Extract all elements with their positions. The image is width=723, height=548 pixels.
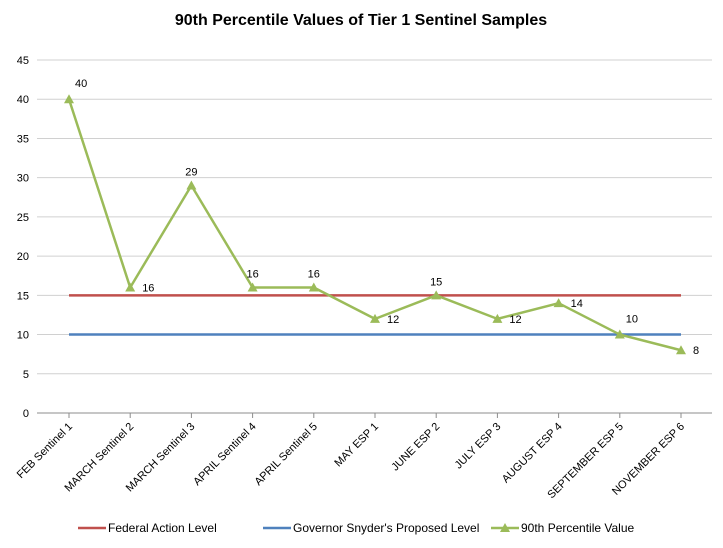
- data-label: 12: [387, 314, 399, 326]
- data-point-marker: [553, 298, 564, 308]
- legend-item: Governor Snyder's Proposed Level: [263, 521, 479, 535]
- data-point-marker: [492, 313, 503, 323]
- x-tick-label: FEB Sentinel 1: [15, 421, 75, 481]
- y-tick-label: 0: [23, 408, 29, 420]
- data-point-marker: [186, 180, 197, 190]
- y-axis: 0 5 10 15 20 25 30 35 40 45: [17, 55, 29, 420]
- y-tick-label: 40: [17, 94, 29, 106]
- x-tick-label: AUGUST ESP 4: [500, 421, 565, 486]
- chart-title: 90th Percentile Values of Tier 1 Sentine…: [175, 12, 547, 29]
- y-tick-label: 20: [17, 251, 29, 263]
- data-point-marker: [247, 282, 258, 292]
- y-tick-label: 35: [17, 133, 29, 145]
- data-label: 8: [693, 345, 699, 357]
- gridlines: [37, 59, 712, 414]
- data-label: 10: [626, 314, 638, 326]
- data-point-marker: [64, 94, 74, 104]
- legend-item: 90th Percentile Value: [491, 521, 635, 535]
- data-point-marker: [676, 345, 686, 355]
- legend-marker: [500, 523, 510, 532]
- y-tick-label: 45: [17, 55, 29, 67]
- y-tick-label: 10: [17, 330, 29, 342]
- legend-label: Federal Action Level: [108, 521, 217, 535]
- x-tick-label: MAY ESP 1: [332, 421, 381, 470]
- data-label: 14: [571, 298, 583, 310]
- x-tick-label: JULY ESP 3: [453, 421, 504, 472]
- data-label: 16: [246, 268, 258, 280]
- data-label: 29: [185, 167, 197, 179]
- x-tick-label: MARCH Sentinel 3: [124, 421, 198, 495]
- x-tick-label: APRIL Sentinel 4: [191, 421, 258, 488]
- data-point-marker: [370, 313, 380, 323]
- legend-item: Federal Action Level: [78, 521, 217, 535]
- data-label: 16: [308, 268, 320, 280]
- y-tick-label: 25: [17, 212, 29, 224]
- data-label: 16: [142, 282, 154, 294]
- series-line: [67, 98, 682, 352]
- y-tick-label: 15: [17, 290, 29, 302]
- x-tick-label: APRIL Sentinel 5: [252, 421, 319, 488]
- y-tick-label: 5: [23, 369, 29, 381]
- data-label: 40: [75, 78, 87, 90]
- data-point-marker: [614, 329, 625, 339]
- data-point-marker: [125, 282, 136, 292]
- x-tick-label: JUNE ESP 2: [389, 421, 442, 474]
- data-label: 12: [509, 314, 521, 326]
- series-2: 40 16 29 16 16 12 15 12 14 10 8: [64, 78, 699, 357]
- legend: Federal Action Level Governor Snyder's Pr…: [78, 521, 635, 535]
- y-tick-label: 30: [17, 173, 29, 185]
- data-point-marker: [431, 290, 442, 300]
- legend-label: Governor Snyder's Proposed Level: [293, 521, 479, 535]
- data-label: 15: [430, 276, 442, 288]
- series-lines: 40 16 29 16 16 12 15 12 14 10 8: [64, 78, 699, 357]
- legend-label: 90th Percentile Value: [521, 521, 635, 535]
- data-point-marker: [308, 282, 319, 292]
